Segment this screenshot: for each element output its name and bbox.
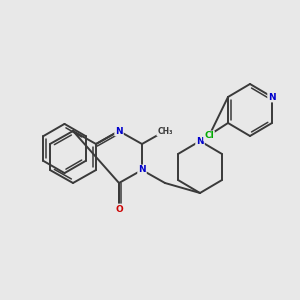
Text: N: N <box>115 127 123 136</box>
Text: N: N <box>138 166 146 175</box>
Text: Cl: Cl <box>204 131 214 140</box>
Text: CH₃: CH₃ <box>157 127 173 136</box>
Text: N: N <box>196 136 204 146</box>
Text: N: N <box>268 92 276 101</box>
Text: O: O <box>115 205 123 214</box>
